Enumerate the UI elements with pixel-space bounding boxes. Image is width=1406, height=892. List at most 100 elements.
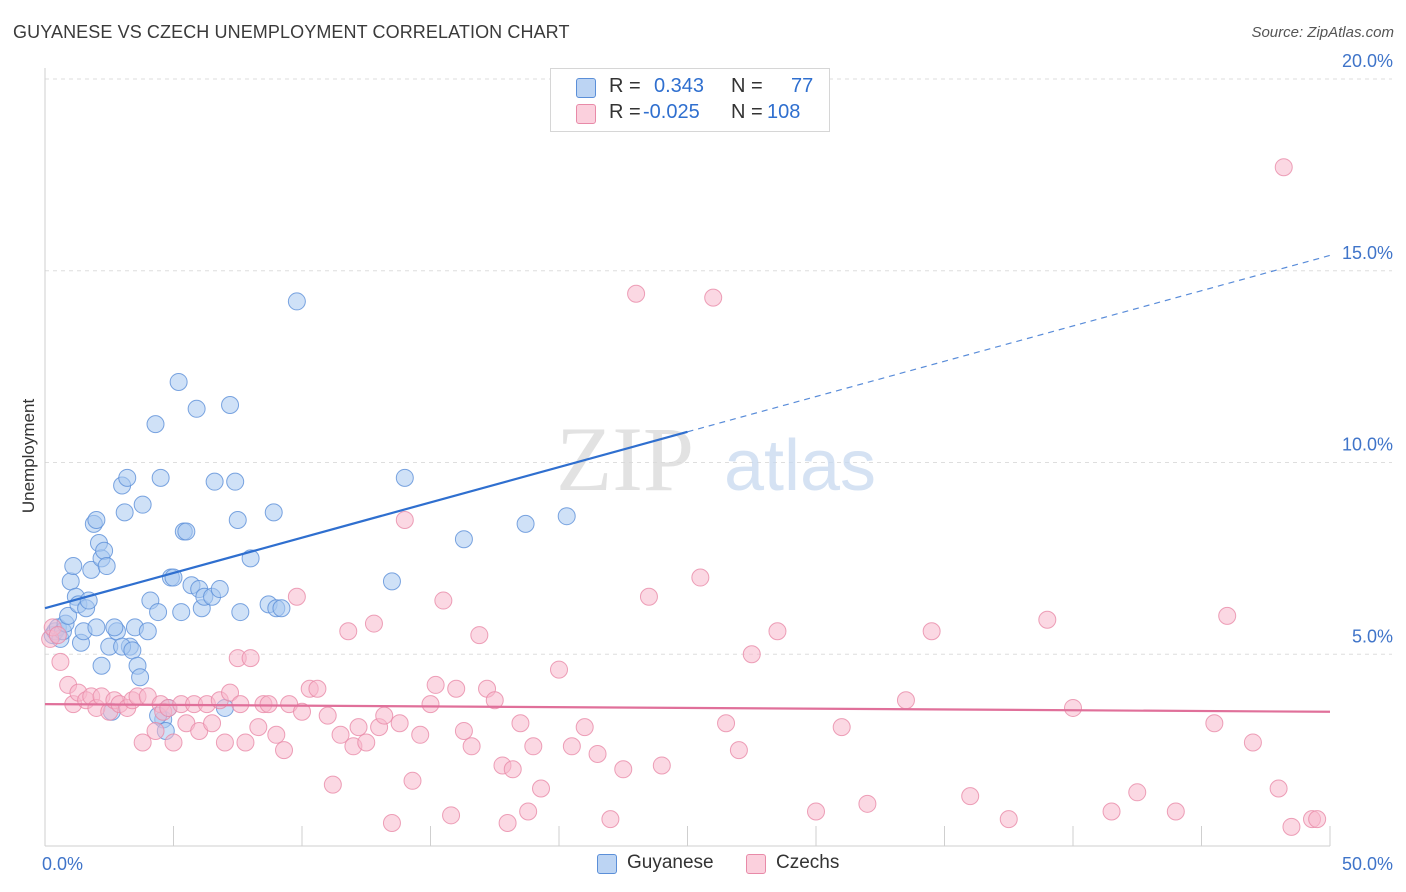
- legend-n-label: N =: [731, 75, 763, 97]
- source-credit: Source: ZipAtlas.com: [1251, 24, 1394, 41]
- czechs-point: [742, 645, 761, 664]
- czechs-point: [442, 806, 461, 825]
- guyanese-point: [226, 472, 245, 491]
- czechs-trend-line: [44, 703, 1331, 713]
- guyanese-point: [149, 603, 168, 622]
- watermark-zip: ZIP: [556, 408, 694, 510]
- czechs-point: [627, 284, 646, 303]
- czechs-point: [339, 622, 358, 641]
- czechs-point: [375, 706, 394, 725]
- czechs-point: [1243, 733, 1262, 752]
- czechs-point: [133, 733, 152, 752]
- bottom-legend-label: Czechs: [776, 852, 840, 873]
- czechs-point: [1269, 779, 1288, 798]
- czechs-point: [729, 741, 748, 760]
- legend-row-czechs: R = -0.025 N = 108: [551, 101, 829, 127]
- guyanese-point: [118, 468, 137, 487]
- czechs-point: [614, 760, 633, 779]
- czechs-point: [498, 813, 517, 832]
- legend-swatch-czechs: [576, 104, 596, 124]
- czechs-point: [704, 288, 723, 307]
- czechs-point: [470, 626, 489, 645]
- czechs-point: [1274, 158, 1293, 177]
- czechs-point: [421, 695, 440, 714]
- guyanese-trend-line: [44, 430, 688, 610]
- czechs-point: [454, 721, 473, 740]
- guyanese-point: [241, 549, 260, 568]
- guyanese-point: [187, 399, 206, 418]
- guyanese-point: [123, 641, 142, 660]
- guyanese-point: [264, 503, 283, 522]
- czechs-point: [323, 775, 342, 794]
- legend-swatch-guyanese: [576, 78, 596, 98]
- guyanese-trend-extension: [687, 254, 1331, 433]
- x-tick-label: 50.0%: [1342, 854, 1393, 874]
- guyanese-point: [105, 618, 124, 637]
- guyanese-point: [97, 557, 116, 576]
- guyanese-point: [131, 668, 150, 687]
- guyanese-point: [92, 656, 111, 675]
- czechs-point: [287, 587, 306, 606]
- legend-row-guyanese: R = 0.343 N = 77: [551, 75, 829, 101]
- czechs-point: [961, 787, 980, 806]
- czechs-point: [318, 706, 337, 725]
- czechs-point: [462, 737, 481, 756]
- czechs-point: [364, 614, 383, 633]
- czechs-point: [717, 714, 736, 733]
- czechs-point: [1282, 817, 1301, 836]
- czechs-point: [639, 587, 658, 606]
- czechs-point: [768, 622, 787, 641]
- czechs-point: [426, 675, 445, 694]
- guyanese-point: [115, 503, 134, 522]
- bottom-legend-label: Guyanese: [627, 852, 714, 873]
- guyanese-point: [205, 472, 224, 491]
- y-axis-label: Unemployment: [19, 399, 38, 514]
- czechs-point: [1102, 802, 1121, 821]
- czechs-point: [357, 733, 376, 752]
- czechs-point: [532, 779, 551, 798]
- czechs-point: [395, 511, 414, 530]
- legend-r-value: -0.025: [643, 101, 700, 123]
- czechs-point: [858, 794, 877, 813]
- legend-n-value: 77: [791, 75, 814, 97]
- czechs-point: [48, 626, 67, 645]
- czechs-point: [1038, 610, 1057, 629]
- czechs-point: [896, 691, 915, 710]
- czechs-point: [1166, 802, 1185, 821]
- y-tick-label: 20.0%: [1342, 51, 1393, 71]
- czechs-point: [447, 679, 466, 698]
- guyanese-point: [382, 572, 401, 591]
- guyanese-point: [172, 603, 191, 622]
- legend-r-label: R =: [609, 101, 641, 123]
- czechs-point: [485, 691, 504, 710]
- czechs-point: [832, 718, 851, 737]
- czechs-point: [434, 591, 453, 610]
- czechs-point: [691, 568, 710, 587]
- guyanese-point: [138, 622, 157, 641]
- legend-n-label: N =: [731, 101, 763, 123]
- correlation-legend: R = 0.343 N = 77 R = -0.025 N = 108: [550, 68, 830, 132]
- x-tick-label: 0.0%: [42, 854, 83, 874]
- chart-title: GUYANESE VS CZECH UNEMPLOYMENT CORRELATI…: [13, 22, 570, 42]
- czechs-point: [922, 622, 941, 641]
- czechs-point: [524, 737, 543, 756]
- guyanese-point: [61, 572, 80, 591]
- czechs-point: [349, 718, 368, 737]
- czechs-point: [403, 771, 422, 790]
- grid-layer: [45, 78, 1392, 655]
- czechs-point: [1218, 606, 1237, 625]
- legend-r-label: R =: [609, 75, 641, 97]
- guyanese-point: [87, 618, 106, 637]
- bottom-legend-swatch-czechs: [746, 854, 766, 874]
- czechs-point: [146, 721, 165, 740]
- guyanese-point: [133, 495, 152, 514]
- bottom-legend-swatch-guyanese: [597, 854, 617, 874]
- czechs-point: [390, 714, 409, 733]
- czechs-point: [411, 725, 430, 744]
- legend-r-value: 0.343: [654, 75, 705, 97]
- czechs-point: [1308, 810, 1327, 829]
- czechs-point: [331, 725, 350, 744]
- czechs-point: [221, 683, 240, 702]
- czechs-point: [511, 714, 530, 733]
